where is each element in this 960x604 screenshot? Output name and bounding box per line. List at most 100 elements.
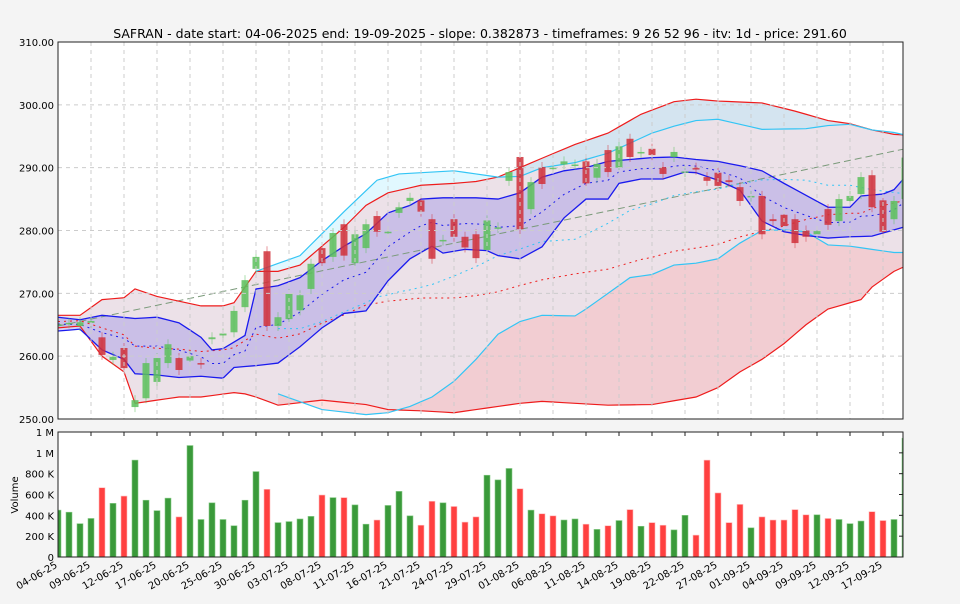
candle-body	[120, 347, 128, 369]
candle-body	[670, 151, 678, 157]
volume-tick-label: 600 K	[25, 491, 54, 502]
volume-bar	[604, 525, 612, 557]
volume-bar	[384, 505, 392, 557]
cyan-lower-band	[277, 229, 903, 416]
volume-plot-frame	[57, 431, 904, 558]
candle-body	[395, 207, 403, 213]
outer-lower-band	[58, 266, 903, 414]
volume-bar	[494, 479, 502, 557]
volume-bar	[340, 497, 348, 557]
volume-bar	[846, 523, 854, 557]
volume-tick-label: 0	[48, 553, 54, 564]
candle-body	[857, 177, 865, 195]
volume-bar	[109, 503, 117, 557]
candle-body	[131, 400, 139, 408]
volume-bar	[747, 527, 755, 557]
volume-bar	[659, 524, 667, 557]
candle-body	[153, 358, 161, 382]
volume-bar	[571, 518, 579, 557]
candle-body	[76, 322, 84, 327]
volume-tick-label: 1 M	[36, 449, 54, 460]
price-tick-label: 310.00	[19, 38, 54, 49]
volume-bar	[450, 506, 458, 557]
volume-bar	[714, 492, 722, 557]
volume-bar	[208, 502, 216, 557]
volume-bar	[890, 519, 898, 557]
volume-bar	[274, 522, 282, 557]
candle-body	[208, 337, 216, 340]
volume-bar	[230, 525, 238, 557]
candle-body	[307, 263, 315, 289]
volume-tick-label: 200 K	[25, 532, 54, 543]
volume-bar	[670, 529, 678, 557]
chart-title: SAFRAN - date start: 04-06-2025 end: 19-…	[113, 26, 847, 41]
volume-bar	[879, 520, 887, 557]
volume-bar	[527, 509, 535, 557]
candle-body	[846, 195, 854, 201]
candle-body	[549, 167, 557, 170]
volume-bar	[538, 513, 546, 557]
cyan-upper-band	[255, 118, 903, 272]
candle-body	[791, 219, 799, 244]
volume-bar	[186, 445, 194, 557]
candle-body	[527, 182, 535, 210]
candle-body	[186, 356, 194, 361]
volume-bar	[615, 520, 623, 557]
candle-body	[901, 157, 903, 200]
candle-body	[362, 224, 370, 249]
volume-bar	[142, 499, 150, 557]
volume-bar	[58, 509, 62, 557]
volume-bar	[252, 471, 260, 557]
upper-cyan-fill	[256, 99, 903, 272]
candle-body	[230, 310, 238, 333]
price-tick-label: 300.00	[19, 101, 54, 112]
volume-bar	[648, 522, 656, 557]
volume-bar	[351, 504, 359, 557]
volume-bar	[87, 518, 95, 557]
lower-red-fill	[278, 229, 903, 415]
candle-body	[296, 295, 304, 311]
candle-body	[58, 324, 62, 326]
candle-body	[65, 322, 73, 325]
candle-body	[692, 167, 700, 170]
volume-bar	[857, 520, 865, 557]
volume-tick-label: 800 K	[25, 470, 54, 481]
volume-bar	[417, 524, 425, 557]
volume-tick-label: 400 K	[25, 511, 54, 522]
candle-body	[890, 200, 898, 220]
candle-body	[505, 172, 513, 181]
volume-bar	[835, 519, 843, 557]
candle-body	[406, 197, 414, 201]
volume-bar	[373, 519, 381, 557]
volume-bar	[483, 474, 491, 557]
volume-marks	[58, 437, 903, 557]
volume-bar	[329, 497, 337, 557]
volume-bar	[582, 523, 590, 557]
candle-body	[87, 320, 95, 323]
volume-bar	[758, 516, 766, 557]
volume-bar	[318, 494, 326, 557]
candle-body	[175, 358, 183, 370]
candle-body	[516, 156, 524, 230]
volume-bar	[472, 516, 480, 557]
candle-body	[142, 363, 150, 399]
candle-body	[428, 219, 436, 259]
candle-body	[648, 148, 656, 156]
volume-bar	[736, 504, 744, 557]
blue-upper-band	[58, 156, 903, 351]
candle-body	[340, 224, 348, 256]
volume-bar	[626, 509, 634, 557]
volume-bar	[813, 514, 821, 557]
candle-body	[813, 231, 821, 235]
volume-bar	[98, 487, 106, 557]
volume-bar	[549, 515, 557, 557]
volume-bar	[703, 459, 711, 557]
candle-body	[373, 216, 381, 232]
volume-bar	[175, 516, 183, 557]
candle-body	[263, 251, 271, 327]
volume-bar	[362, 523, 370, 557]
volume-bar	[791, 509, 799, 557]
volume-axis-label: Volume	[10, 476, 21, 513]
candle-body	[252, 256, 260, 269]
